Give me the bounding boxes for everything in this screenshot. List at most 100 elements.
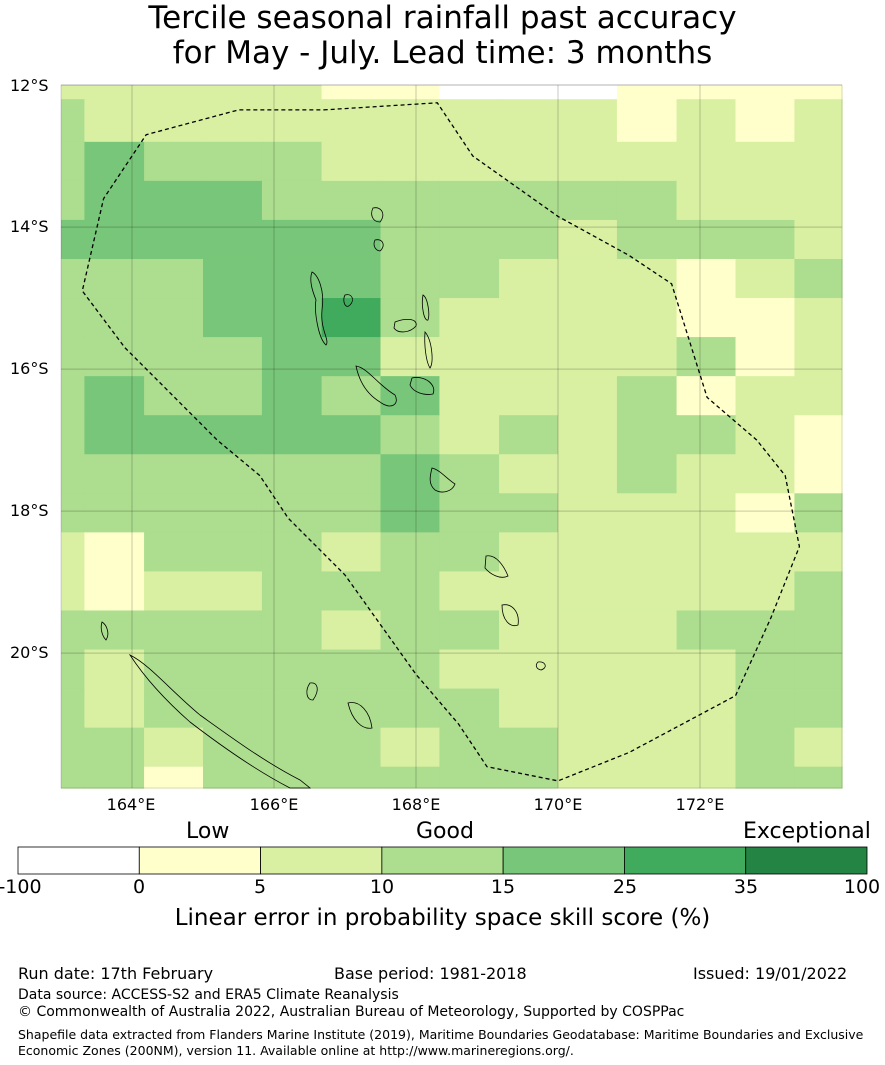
skill-cell xyxy=(203,571,263,612)
skill-cell xyxy=(203,258,263,299)
data-source: Data source: ACCESS-S2 and ERA5 Climate … xyxy=(18,987,399,1003)
skill-cell xyxy=(321,688,382,729)
skill-cell xyxy=(144,337,204,377)
lon-label-168e: 168°E xyxy=(391,795,441,814)
skill-cell xyxy=(499,571,559,612)
skill-cell xyxy=(261,532,323,573)
skill-cell xyxy=(144,85,204,100)
skill-cell xyxy=(735,85,796,100)
skill-cell xyxy=(84,571,145,612)
skill-cell xyxy=(203,141,263,182)
skill-cell xyxy=(499,180,559,221)
skill-cell xyxy=(439,141,500,182)
colorbar-tick-25: 25 xyxy=(612,876,638,898)
skill-cell xyxy=(380,454,441,494)
lat-label-16s: 16°S xyxy=(10,359,49,378)
island-coastline xyxy=(306,682,318,701)
skill-cell xyxy=(261,298,323,338)
skill-cell xyxy=(261,493,323,533)
skill-cell xyxy=(676,99,737,143)
skill-cell xyxy=(794,688,843,729)
skill-cell xyxy=(794,727,843,768)
skill-cell xyxy=(439,376,500,416)
skill-cell xyxy=(84,141,145,182)
skill-cell xyxy=(261,219,323,260)
skill-cell xyxy=(144,376,204,416)
skill-cell xyxy=(794,376,843,416)
skill-cell xyxy=(61,85,86,100)
skill-cell xyxy=(380,415,441,455)
skill-cell xyxy=(616,99,678,143)
skill-cell xyxy=(676,532,737,573)
island-coastline xyxy=(128,653,312,789)
shapefile-credit-line-1: Shapefile data extracted from Flanders M… xyxy=(18,1027,864,1042)
run-date: Run date: 17th February xyxy=(18,964,214,983)
skill-cell xyxy=(499,493,559,533)
skill-cell xyxy=(203,337,263,377)
skill-cell xyxy=(558,688,618,729)
skill-cell xyxy=(676,298,737,338)
skill-cell xyxy=(144,532,204,573)
skill-cell xyxy=(439,180,500,221)
skill-cell xyxy=(61,376,86,416)
skill-cell xyxy=(499,376,559,416)
skill-cell xyxy=(261,610,323,651)
skill-cell xyxy=(439,415,500,455)
skill-cell xyxy=(794,766,843,789)
skill-cell xyxy=(676,219,737,260)
skill-cell xyxy=(794,454,843,494)
skill-cell xyxy=(616,493,678,533)
island-coastline xyxy=(310,271,328,346)
skill-cell xyxy=(676,258,737,299)
skill-cell xyxy=(144,688,204,729)
skill-cell xyxy=(144,454,204,494)
skill-cell xyxy=(616,219,678,260)
skill-cell xyxy=(616,376,678,416)
skill-cell xyxy=(203,493,263,533)
skill-cell xyxy=(676,85,737,100)
skill-cell xyxy=(261,415,323,455)
skill-cell xyxy=(558,571,618,612)
lat-label-18s: 18°S xyxy=(10,501,49,520)
skill-cell xyxy=(84,649,145,690)
colorbar-swatch xyxy=(381,846,504,875)
lon-label-172e: 172°E xyxy=(675,795,725,814)
skill-cell xyxy=(203,766,263,789)
skill-cell xyxy=(380,688,441,729)
skill-cell xyxy=(439,337,500,377)
skill-cell xyxy=(380,493,441,533)
skill-cell xyxy=(380,610,441,651)
skill-cell xyxy=(558,85,618,100)
skill-cell xyxy=(735,298,796,338)
chart-title-line-2: for May - July. Lead time: 3 months xyxy=(172,35,713,71)
skill-cell xyxy=(84,85,145,100)
skill-cell xyxy=(735,415,796,455)
skill-cell xyxy=(380,99,441,143)
skill-cell xyxy=(84,415,145,455)
skill-cell xyxy=(380,298,441,338)
skill-cell xyxy=(144,298,204,338)
skill-cell xyxy=(84,337,145,377)
skill-cell xyxy=(261,85,323,100)
colorbar-tick-35: 35 xyxy=(733,876,759,898)
skill-cell xyxy=(380,532,441,573)
skill-cell xyxy=(499,85,559,100)
skill-cell xyxy=(144,766,204,789)
skill-cell xyxy=(676,141,737,182)
skill-cell xyxy=(499,219,559,260)
skill-cell xyxy=(794,180,843,221)
island-coastline xyxy=(535,661,546,671)
skill-cell xyxy=(61,219,86,260)
skill-cell xyxy=(144,180,204,221)
skill-cell xyxy=(203,454,263,494)
skill-cell xyxy=(84,376,145,416)
skill-cell xyxy=(61,649,86,690)
skill-cell xyxy=(144,219,204,260)
skill-cell xyxy=(203,376,263,416)
skill-cell xyxy=(499,610,559,651)
skill-cell xyxy=(84,610,145,651)
skill-cell xyxy=(61,454,86,494)
skill-cell xyxy=(439,532,500,573)
skill-cell xyxy=(321,298,382,338)
skill-cell xyxy=(380,376,441,416)
